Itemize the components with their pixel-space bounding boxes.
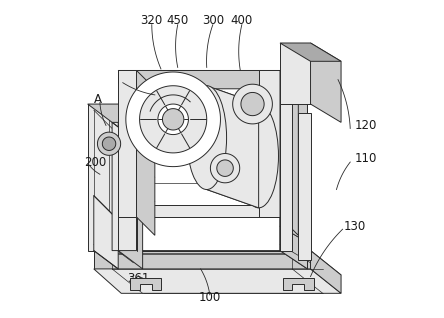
Polygon shape [158, 104, 188, 135]
Polygon shape [131, 278, 161, 290]
Polygon shape [97, 132, 121, 155]
Polygon shape [217, 160, 233, 176]
Polygon shape [280, 43, 310, 104]
Ellipse shape [187, 86, 226, 190]
Polygon shape [87, 104, 118, 251]
Polygon shape [87, 104, 143, 122]
Ellipse shape [239, 104, 278, 208]
Polygon shape [280, 104, 292, 251]
Polygon shape [126, 72, 221, 167]
Text: 300: 300 [202, 14, 224, 27]
Polygon shape [136, 71, 155, 235]
Text: 200: 200 [85, 156, 107, 169]
Polygon shape [241, 93, 264, 116]
Polygon shape [280, 86, 308, 269]
Polygon shape [280, 71, 298, 235]
Polygon shape [207, 86, 259, 208]
Polygon shape [139, 86, 207, 153]
Text: 130: 130 [344, 220, 366, 233]
Text: 361: 361 [127, 272, 149, 285]
Polygon shape [94, 251, 341, 275]
Text: 400: 400 [231, 14, 253, 27]
Polygon shape [310, 251, 341, 293]
Polygon shape [310, 43, 341, 122]
Polygon shape [163, 109, 184, 130]
Polygon shape [118, 71, 280, 83]
Text: A: A [95, 93, 103, 106]
Polygon shape [280, 104, 308, 269]
Polygon shape [280, 43, 341, 61]
Polygon shape [233, 84, 272, 124]
Polygon shape [94, 269, 341, 293]
Text: B: B [117, 73, 125, 86]
Polygon shape [210, 154, 240, 183]
Text: 450: 450 [166, 14, 189, 27]
Polygon shape [118, 71, 298, 89]
Text: 110: 110 [355, 153, 377, 165]
Polygon shape [118, 71, 136, 217]
Polygon shape [94, 196, 118, 269]
Polygon shape [283, 278, 313, 290]
Polygon shape [102, 137, 116, 150]
Polygon shape [94, 251, 310, 269]
Text: 120: 120 [355, 119, 377, 132]
Polygon shape [298, 113, 310, 260]
Text: 320: 320 [141, 14, 163, 27]
Text: 100: 100 [198, 291, 221, 304]
Polygon shape [112, 122, 136, 251]
Polygon shape [118, 104, 143, 269]
Polygon shape [118, 205, 280, 217]
Polygon shape [259, 71, 280, 217]
